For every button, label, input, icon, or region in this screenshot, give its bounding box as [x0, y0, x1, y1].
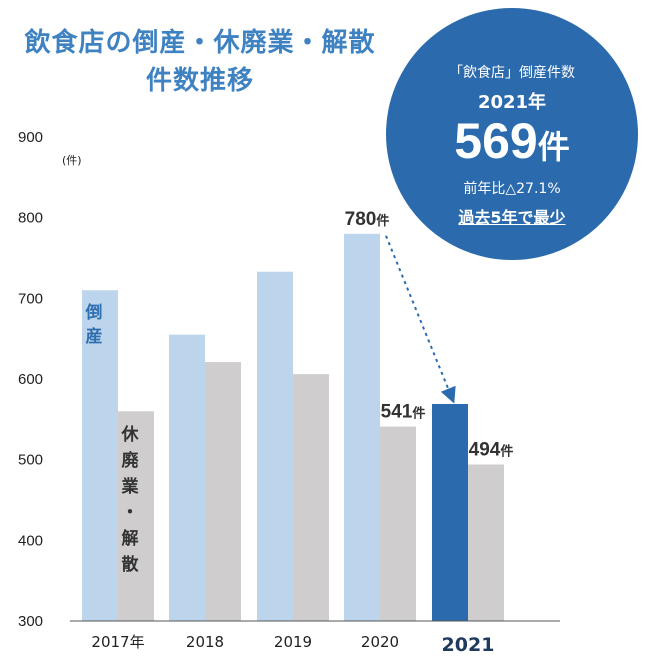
y-tick-label: 600	[18, 371, 43, 388]
bar-bankruptcy	[432, 404, 468, 621]
highlight-yoy: 前年比△27.1%	[463, 181, 561, 197]
x-tick-label: 2018	[186, 633, 224, 651]
y-tick-label: 900	[18, 129, 43, 146]
x-tick-label: 2017年	[91, 633, 144, 651]
highlight-count-value: 569	[454, 113, 538, 169]
data-label: 541件	[381, 402, 426, 423]
data-label: 494件	[469, 440, 514, 461]
highlight-note: 過去5年で最少	[458, 208, 566, 227]
trend-arrow	[385, 235, 456, 404]
bar-closure	[118, 411, 154, 621]
highlight-count: 569件	[386, 112, 638, 170]
bar-closure	[293, 374, 329, 621]
series-label-bankruptcy: 倒産	[85, 303, 103, 347]
bar-bankruptcy	[82, 290, 118, 621]
bar-closure	[468, 464, 504, 621]
y-axis-unit: (件)	[62, 154, 82, 167]
highlight-label: 「飲食店」倒産件数	[449, 65, 575, 81]
y-tick-label: 800	[18, 210, 43, 227]
highlight-bubble: 「飲食店」倒産件数 2021年 569件 前年比△27.1% 過去5年で最少	[386, 8, 638, 260]
x-tick-label: 2021	[442, 634, 495, 656]
highlight-count-unit: 件	[537, 128, 570, 166]
data-label: 780件	[345, 209, 390, 230]
bar-closure	[380, 426, 416, 621]
bar-closure	[205, 362, 241, 621]
y-tick-label: 300	[18, 613, 43, 630]
bar-bankruptcy	[257, 271, 293, 621]
chart-title: 飲食店の倒産・休廃業・解散	[24, 28, 376, 58]
series-label-closure: 休廃業・解散	[121, 424, 140, 575]
highlight-year: 2021年	[477, 92, 547, 113]
y-tick-label: 700	[18, 290, 43, 307]
bar-bankruptcy	[169, 334, 205, 621]
chart-subtitle: 件数推移	[145, 66, 254, 96]
x-tick-label: 2020	[361, 633, 399, 651]
bar-bankruptcy	[344, 233, 380, 622]
x-tick-label: 2019	[274, 633, 312, 651]
y-tick-label: 400	[18, 532, 43, 549]
y-tick-label: 500	[18, 452, 43, 469]
